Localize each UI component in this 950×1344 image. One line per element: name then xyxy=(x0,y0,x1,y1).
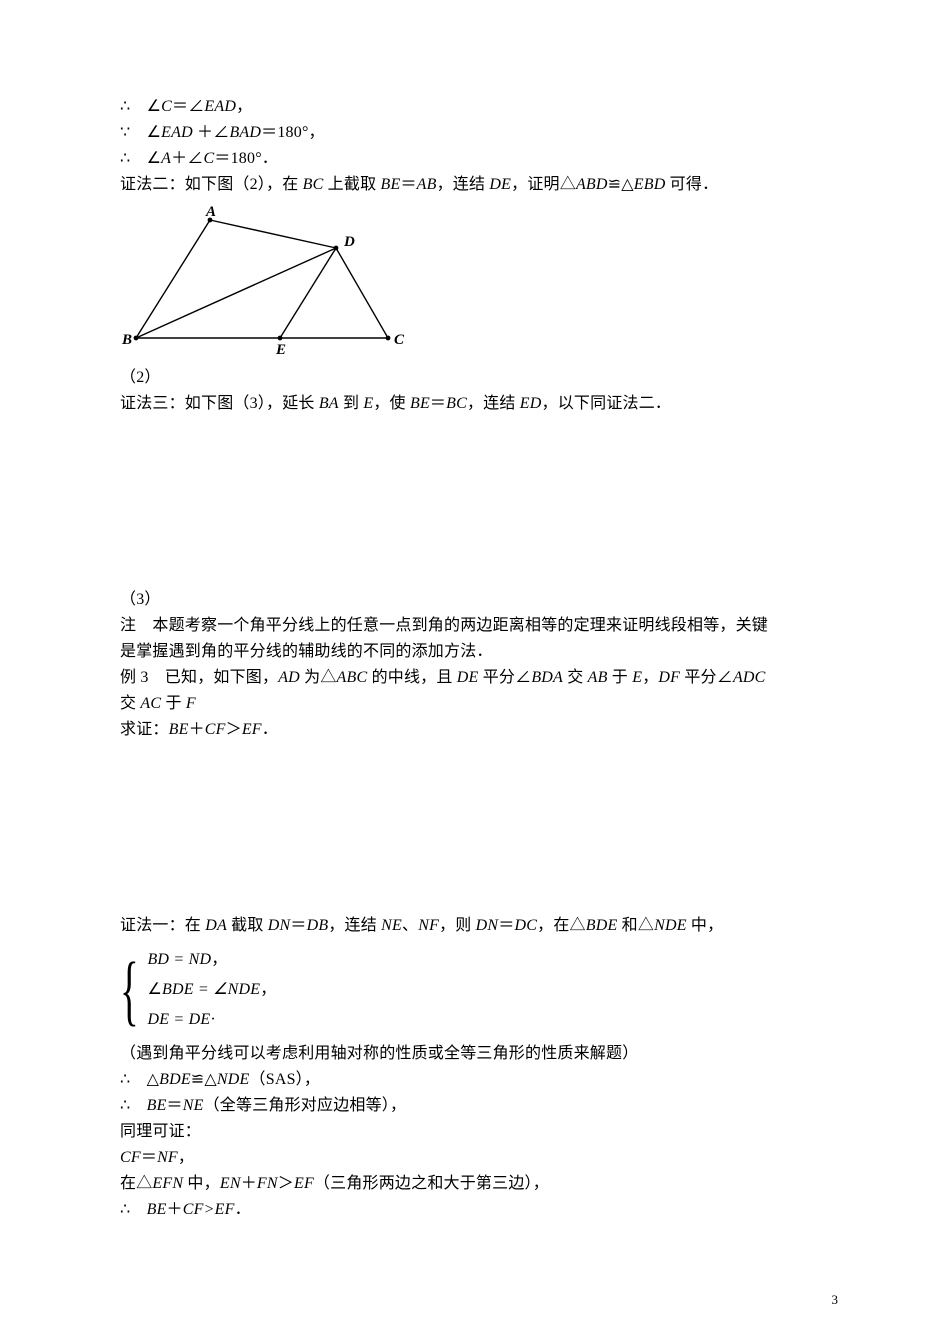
svg-text:B: B xyxy=(121,332,132,348)
svg-text:D: D xyxy=(343,234,355,250)
system-row: BD = ND， xyxy=(147,945,276,975)
figure-caption: （2） xyxy=(120,365,832,391)
method-line: 证法一：在 DA 截取 DN＝DB，连结 NE、NF，则 DN＝DC，在△BDE… xyxy=(120,913,832,939)
svg-text:A: A xyxy=(205,204,216,220)
equation-system: { BD = ND， ∠BDE = ∠NDE， DE = DE· xyxy=(120,945,832,1035)
figure-2: A B C D E xyxy=(120,204,832,363)
figure-caption: （3） xyxy=(120,587,832,613)
system-row: ∠BDE = ∠NDE， xyxy=(147,975,276,1005)
example-line: 交 AC 于 F xyxy=(120,691,832,717)
proof-line: ∵ ∠EAD ＋∠BAD＝180°， xyxy=(120,120,832,146)
proof-line: ∴ ∠A＋∠C＝180°． xyxy=(120,146,832,172)
to-prove-line: 求证：BE＋CF＞EF． xyxy=(120,717,832,743)
svg-text:C: C xyxy=(394,332,405,348)
figure-3-placeholder xyxy=(120,417,832,587)
note-line: 注 本题考察一个角平分线上的任意一点到角的两边距离相等的定理来证明线段相等，关键 xyxy=(120,613,832,639)
proof-line: ∴ BE＋CF>EF． xyxy=(120,1197,832,1223)
proof-line: 同理可证： xyxy=(120,1119,832,1145)
proof-line: ∴ △BDE≌△NDE（SAS）， xyxy=(120,1067,832,1093)
figure-example-placeholder xyxy=(120,743,832,913)
page-number: 3 xyxy=(832,1292,839,1308)
proof-line: ∴ BE＝NE（全等三角形对应边相等）， xyxy=(120,1093,832,1119)
proof-line: ∴ ∠C＝∠EAD， xyxy=(120,94,832,120)
method-line: 证法二：如下图（2），在 BC 上截取 BE＝AB，连结 DE，证明△ABD≌△… xyxy=(120,172,832,198)
note-line: 是掌握遇到角的平分线的辅助线的不同的添加方法． xyxy=(120,639,832,665)
proof-line: CF＝NF， xyxy=(120,1145,832,1171)
system-row: DE = DE· xyxy=(147,1005,276,1035)
proof-line: 在△EFN 中，EN＋FN＞EF（三角形两边之和大于第三边）， xyxy=(120,1171,832,1197)
svg-text:E: E xyxy=(275,342,286,358)
example-line: 例 3 已知，如下图，AD 为△ABC 的中线，且 DE 平分∠BDA 交 AB… xyxy=(120,665,832,691)
left-brace-icon: { xyxy=(120,951,139,1029)
method-line: 证法三：如下图（3），延长 BA 到 E，使 BE＝BC，连结 ED，以下同证法… xyxy=(120,391,832,417)
triangle-diagram: A B C D E xyxy=(120,204,410,358)
paren-note: （遇到角平分线可以考虑利用轴对称的性质或全等三角形的性质来解题） xyxy=(120,1041,832,1067)
